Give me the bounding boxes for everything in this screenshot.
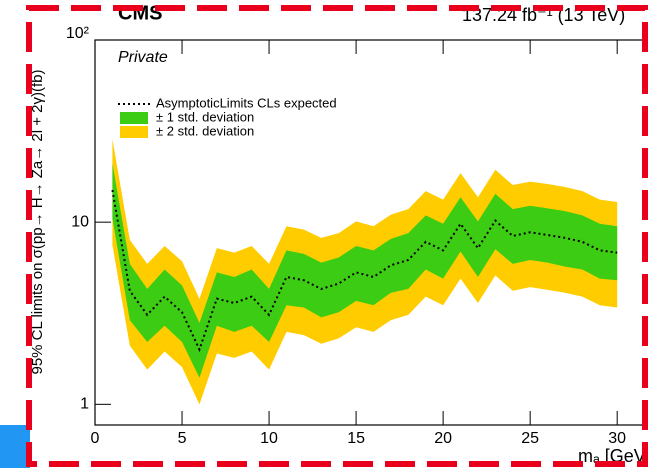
legend-label: ± 2 std. deviation bbox=[156, 123, 254, 138]
legend-swatch bbox=[120, 126, 148, 138]
corner-block bbox=[0, 425, 30, 468]
x-axis-label: mₐ [GeV] bbox=[578, 446, 648, 466]
x-tick-label: 15 bbox=[347, 430, 365, 447]
x-tick-label: 5 bbox=[178, 430, 187, 447]
annotation: Private bbox=[118, 49, 168, 66]
x-tick-label: 0 bbox=[91, 430, 100, 447]
y-tick-label: 10 bbox=[71, 213, 89, 230]
band bbox=[112, 163, 618, 378]
x-tick-label: 20 bbox=[434, 430, 452, 447]
highlight-border bbox=[26, 5, 648, 467]
y-tick-label: 1 bbox=[80, 396, 89, 413]
x-tick-label: 10 bbox=[260, 430, 278, 447]
plot-area: 0 5 10 15 20 25 30 1 10 10² AsymptoticLimits CLs e… bbox=[66, 25, 648, 447]
y-tick-label: 10² bbox=[66, 25, 90, 42]
x-tick-label: 30 bbox=[608, 430, 626, 447]
legend-swatch bbox=[120, 112, 148, 124]
legend-label: ± 1 std. deviation bbox=[156, 109, 254, 124]
legend-label: AsymptoticLimits CLs expected bbox=[156, 95, 337, 110]
plot-frame bbox=[94, 39, 648, 426]
x-tick-label: 25 bbox=[521, 430, 539, 447]
y-axis-label: 95% CL limits on σ(pp→ H→ Za→ 2l + 2γ)(f… bbox=[29, 69, 46, 374]
